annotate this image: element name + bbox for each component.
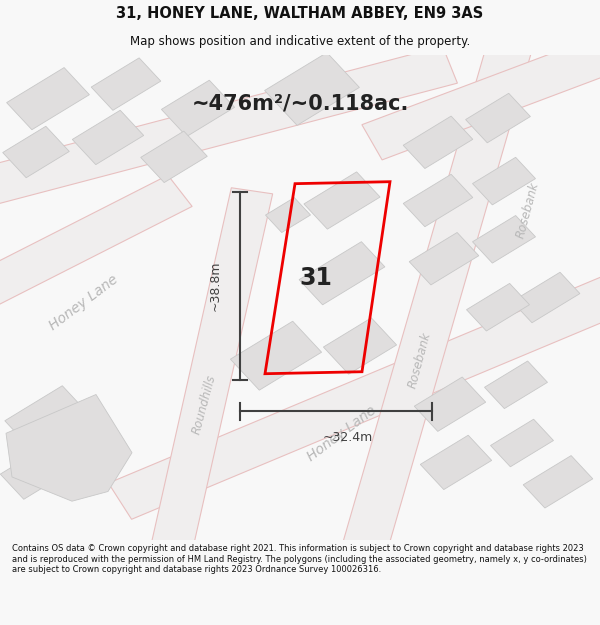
Polygon shape xyxy=(266,198,310,232)
Polygon shape xyxy=(485,361,547,409)
Text: ~38.8m: ~38.8m xyxy=(209,261,222,311)
Text: Honey Lane: Honey Lane xyxy=(305,403,379,464)
Polygon shape xyxy=(466,93,530,142)
Text: 31: 31 xyxy=(299,266,332,290)
Text: ~476m²/~0.118ac.: ~476m²/~0.118ac. xyxy=(191,94,409,114)
Polygon shape xyxy=(523,456,593,508)
Polygon shape xyxy=(161,80,235,136)
Text: Roundhills: Roundhills xyxy=(190,373,218,436)
Polygon shape xyxy=(6,394,132,501)
Polygon shape xyxy=(403,174,473,227)
Polygon shape xyxy=(338,41,532,569)
Polygon shape xyxy=(421,435,491,489)
Polygon shape xyxy=(467,283,529,331)
Polygon shape xyxy=(323,318,397,374)
Text: Map shows position and indicative extent of the property.: Map shows position and indicative extent… xyxy=(130,35,470,48)
Text: ~32.4m: ~32.4m xyxy=(323,431,373,444)
Polygon shape xyxy=(7,68,89,130)
Polygon shape xyxy=(73,110,143,164)
Polygon shape xyxy=(265,52,359,126)
Polygon shape xyxy=(473,216,535,263)
Polygon shape xyxy=(491,419,553,467)
Polygon shape xyxy=(299,242,385,305)
Text: Rosebank: Rosebank xyxy=(406,331,434,390)
Polygon shape xyxy=(304,172,380,229)
Polygon shape xyxy=(141,131,207,182)
Text: Contains OS data © Crown copyright and database right 2021. This information is : Contains OS data © Crown copyright and d… xyxy=(12,544,587,574)
Polygon shape xyxy=(1,445,71,499)
Polygon shape xyxy=(0,175,192,313)
Polygon shape xyxy=(3,126,69,178)
Text: Rosebank: Rosebank xyxy=(514,181,542,240)
Polygon shape xyxy=(91,58,161,111)
Polygon shape xyxy=(148,188,272,568)
Text: 31, HONEY LANE, WALTHAM ABBEY, EN9 3AS: 31, HONEY LANE, WALTHAM ABBEY, EN9 3AS xyxy=(116,6,484,21)
Polygon shape xyxy=(409,232,479,285)
Polygon shape xyxy=(0,46,457,209)
Polygon shape xyxy=(230,321,322,390)
Polygon shape xyxy=(5,386,91,452)
Polygon shape xyxy=(473,158,535,205)
Polygon shape xyxy=(109,270,600,519)
Polygon shape xyxy=(415,377,485,431)
Polygon shape xyxy=(362,28,600,160)
Text: Honey Lane: Honey Lane xyxy=(47,272,121,332)
Polygon shape xyxy=(512,272,580,322)
Polygon shape xyxy=(403,116,473,169)
